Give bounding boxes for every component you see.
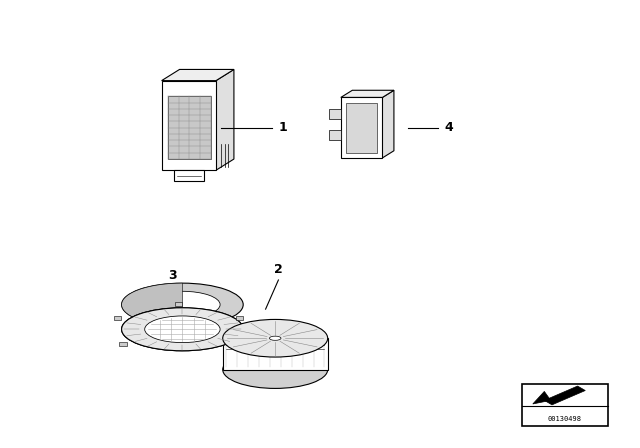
Text: 2: 2 <box>274 263 283 276</box>
Ellipse shape <box>145 291 220 318</box>
Polygon shape <box>223 338 328 370</box>
Polygon shape <box>340 98 383 158</box>
Ellipse shape <box>269 336 281 340</box>
Ellipse shape <box>122 283 243 326</box>
Polygon shape <box>119 342 127 346</box>
Ellipse shape <box>122 308 243 351</box>
Polygon shape <box>329 109 340 119</box>
Text: 3: 3 <box>168 269 177 282</box>
Polygon shape <box>122 283 182 351</box>
Polygon shape <box>544 386 585 405</box>
Polygon shape <box>168 96 211 159</box>
Text: 1: 1 <box>278 121 287 134</box>
Polygon shape <box>383 90 394 158</box>
Polygon shape <box>161 81 216 170</box>
Polygon shape <box>114 316 122 320</box>
Ellipse shape <box>145 316 220 343</box>
Bar <box>522 384 608 426</box>
Polygon shape <box>329 130 340 140</box>
Ellipse shape <box>122 308 243 351</box>
Polygon shape <box>236 316 243 320</box>
Polygon shape <box>346 103 378 152</box>
Ellipse shape <box>223 351 328 388</box>
Ellipse shape <box>223 319 328 357</box>
Polygon shape <box>216 69 234 170</box>
Polygon shape <box>532 392 550 404</box>
Polygon shape <box>175 302 182 306</box>
Text: 4: 4 <box>445 121 454 134</box>
Polygon shape <box>161 69 234 81</box>
Text: 00130498: 00130498 <box>548 416 582 422</box>
Polygon shape <box>174 170 204 181</box>
Polygon shape <box>340 90 394 98</box>
